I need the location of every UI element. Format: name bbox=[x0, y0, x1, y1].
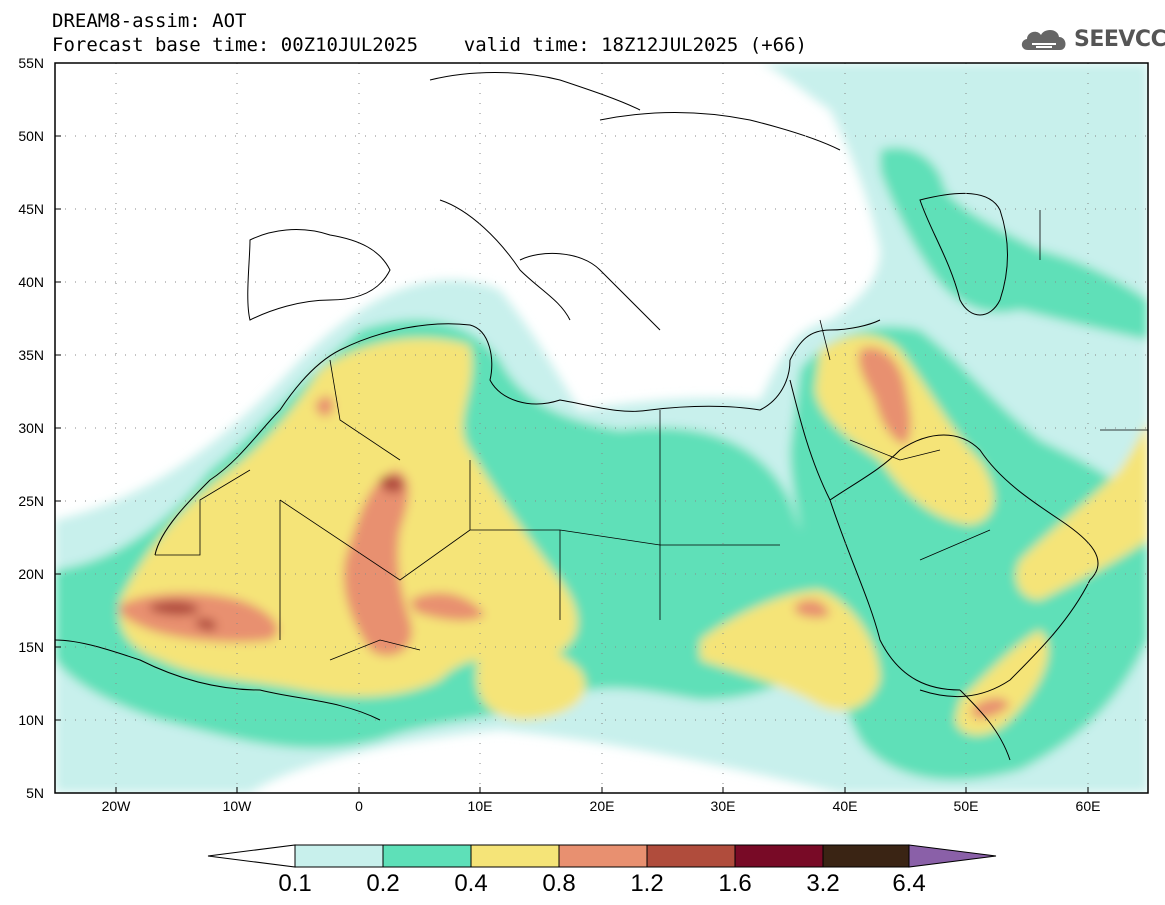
lat-label-30n: 30N bbox=[18, 420, 44, 436]
colorbar-label-1.2: 1.2 bbox=[630, 870, 664, 897]
aot-level-0.8-bodele bbox=[343, 470, 412, 656]
lat-label-50n: 50N bbox=[18, 128, 44, 144]
seevccc-logo: SEEVCCC bbox=[1018, 22, 1165, 56]
colorbar-bin-0.2 bbox=[382, 844, 472, 868]
colorbar-label-0.2: 0.2 bbox=[366, 870, 400, 897]
lat-label-10n: 10N bbox=[18, 712, 44, 728]
colorbar-label-0.1: 0.1 bbox=[278, 870, 312, 897]
chart-subtitle-times: Forecast base time: 00Z10JUL2025 valid t… bbox=[52, 34, 807, 56]
colorbar-label-0.4: 0.4 bbox=[454, 870, 488, 897]
lon-label-0: 0 bbox=[355, 798, 363, 814]
colorbar-bin-1.2 bbox=[646, 844, 736, 868]
aot-level-0.2-caspian bbox=[880, 147, 1148, 340]
lon-label-10e: 10E bbox=[467, 798, 493, 814]
aot-level-0.8-gulf-aden bbox=[970, 698, 1010, 719]
colorbar-bin-0.1 bbox=[294, 844, 384, 868]
aot-level-0.8-chad-east bbox=[410, 592, 485, 621]
lat-label-5n: 5N bbox=[26, 785, 44, 801]
aot-level-1.2-mali bbox=[195, 618, 217, 631]
aot-level-0.4-oman bbox=[1016, 420, 1148, 600]
lat-label-40n: 40N bbox=[18, 274, 44, 290]
lon-label-40e: 40E bbox=[832, 798, 858, 814]
colorbar-bin-0.8 bbox=[558, 844, 648, 868]
lon-label-20w: 20W bbox=[101, 798, 131, 814]
aot-level-1.2-mauritania bbox=[150, 600, 200, 616]
lon-label-20e: 20E bbox=[589, 798, 615, 814]
lat-label-45n: 45N bbox=[18, 201, 44, 217]
axis-ticks bbox=[55, 62, 1089, 793]
colorbar-bin-0.4 bbox=[470, 844, 560, 868]
aot-level-0.4-sudan bbox=[700, 590, 880, 711]
cloud-icon bbox=[1021, 29, 1066, 50]
aot-level-0.8-red-sea bbox=[795, 599, 830, 618]
aot-shading bbox=[55, 63, 1148, 793]
chart-title: DREAM8-assim: AOT bbox=[52, 10, 247, 32]
colorbar-label-3.2: 3.2 bbox=[806, 870, 840, 897]
colorbar-label-6.4: 6.4 bbox=[892, 870, 926, 897]
aot-level-1.2-bodele bbox=[380, 475, 404, 493]
coastlines bbox=[55, 72, 1099, 761]
lat-label-55n: 55N bbox=[18, 55, 44, 71]
aot-level-0.8-morocco bbox=[315, 395, 334, 417]
logo-text: SEEVCCC bbox=[1074, 26, 1165, 52]
colorbar bbox=[207, 844, 997, 868]
lat-label-15n: 15N bbox=[18, 639, 44, 655]
colorbar-bin-1.6 bbox=[734, 844, 824, 868]
lon-label-30e: 30E bbox=[710, 798, 736, 814]
country-borders bbox=[155, 210, 1148, 661]
colorbar-label-1.6: 1.6 bbox=[718, 870, 752, 897]
lon-label-50e: 50E bbox=[953, 798, 979, 814]
colorbar-over-arrow bbox=[908, 844, 997, 868]
colorbar-under-arrow bbox=[207, 844, 296, 868]
lon-label-60e: 60E bbox=[1075, 798, 1101, 814]
lat-label-35n: 35N bbox=[18, 347, 44, 363]
lon-label-10w: 10W bbox=[222, 798, 252, 814]
colorbar-bin-3.2 bbox=[822, 844, 910, 868]
aot-level-0.8-iraq bbox=[858, 347, 911, 445]
lat-label-20n: 20N bbox=[18, 566, 44, 582]
graticule bbox=[55, 63, 1148, 793]
aot-level-0.4-chad bbox=[476, 641, 586, 720]
lat-label-25n: 25N bbox=[18, 493, 44, 509]
colorbar-label-0.8: 0.8 bbox=[542, 870, 576, 897]
